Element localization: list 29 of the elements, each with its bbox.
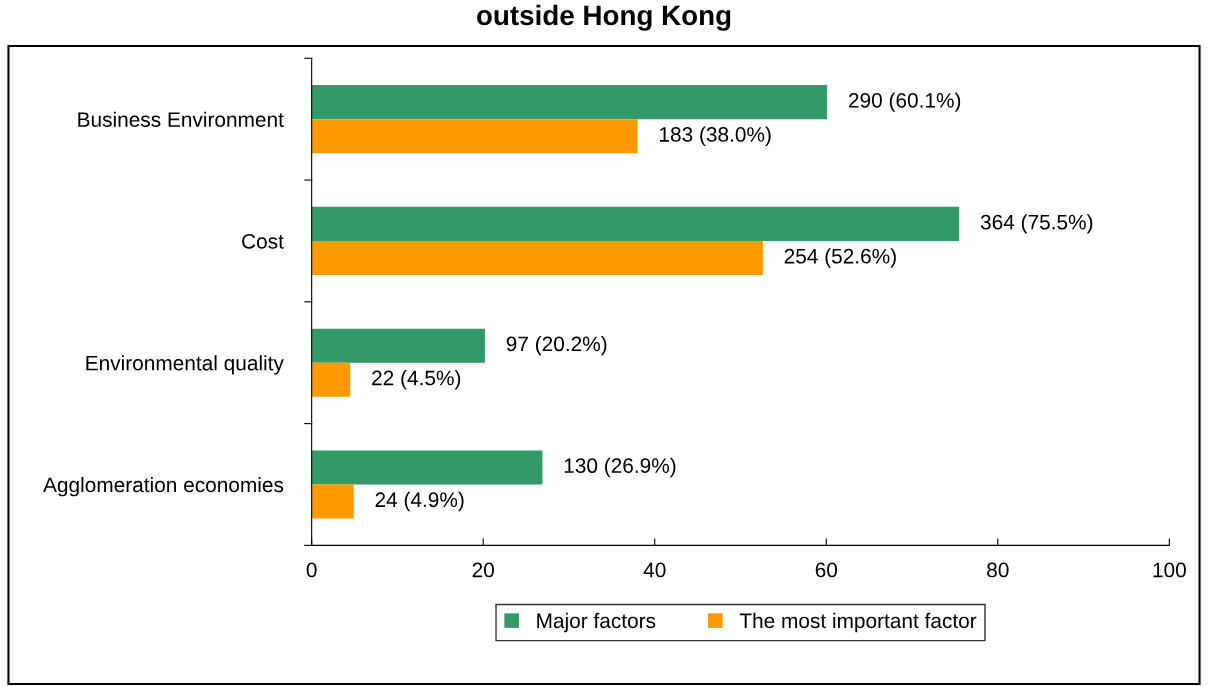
chart-title: outside Hong Kong (477, 4, 731, 31)
x-tick-label: 0 (306, 562, 317, 578)
bar (311, 484, 354, 519)
x-tick-label: 60 (815, 562, 838, 578)
x-tick-label: 40 (643, 562, 666, 578)
data-label: 130 (26.9%) (564, 457, 676, 478)
legend-label: Major factors (537, 612, 656, 633)
bar (311, 206, 960, 241)
data-label: 290 (60.1%) (849, 92, 961, 112)
bar (311, 362, 351, 397)
y-tick-label: Cost (242, 233, 284, 249)
x-tick-label: 20 (472, 562, 494, 578)
bar (311, 450, 543, 485)
bar (311, 240, 763, 276)
data-label: 24 (4.9%) (375, 491, 464, 512)
y-tick-label: Environmental quality (86, 355, 284, 375)
x-tick-label: 100 (1153, 562, 1186, 578)
bar (311, 85, 828, 120)
data-label: 97 (20.2%) (506, 335, 607, 356)
bar (311, 328, 485, 363)
y-tick-label: Business Environment (78, 111, 284, 127)
legend-label: The most important factor (739, 612, 977, 633)
data-label: 364 (75.5%) (980, 214, 1093, 234)
x-tick-label: 80 (987, 562, 1009, 578)
data-label: 183 (38.0%) (660, 126, 771, 146)
y-tick-label: Agglomeration economies (43, 476, 284, 497)
data-label: 254 (52.6%) (784, 248, 896, 268)
bar (311, 119, 638, 154)
data-label: 22 (4.5%) (372, 370, 461, 390)
